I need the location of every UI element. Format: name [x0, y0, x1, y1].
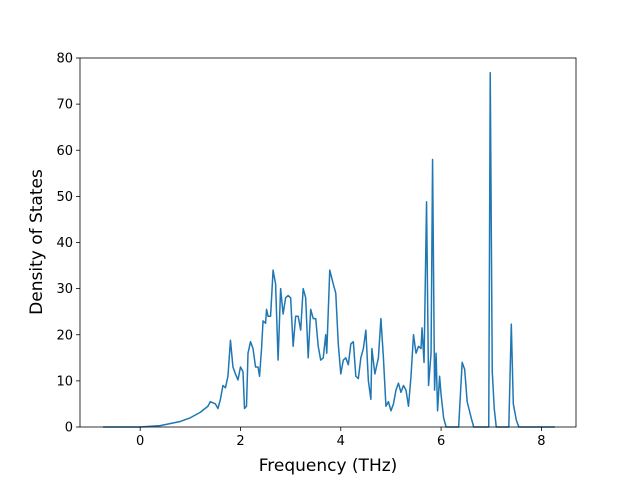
y-tick-label: 50	[56, 190, 73, 205]
x-tick-label: 0	[136, 434, 144, 449]
y-tick-label: 10	[56, 374, 73, 389]
x-tick-label: 8	[537, 434, 545, 449]
plot-area	[103, 72, 555, 428]
x-tick-label: 2	[236, 434, 244, 449]
y-tick-label: 0	[65, 421, 73, 436]
y-axis-title: Density of States	[27, 169, 47, 315]
y-tick-label: 30	[56, 282, 73, 297]
x-tick-label: 6	[437, 434, 445, 449]
y-tick-label: 80	[56, 52, 73, 67]
y-tick-label: 60	[56, 144, 73, 159]
y-tick-label: 40	[56, 236, 73, 251]
x-tick-label: 4	[337, 434, 345, 449]
y-tick-label: 70	[56, 98, 73, 113]
data-line	[103, 72, 555, 428]
x-axis-title: Frequency (THz)	[259, 456, 398, 476]
y-tick-label: 20	[56, 328, 73, 343]
